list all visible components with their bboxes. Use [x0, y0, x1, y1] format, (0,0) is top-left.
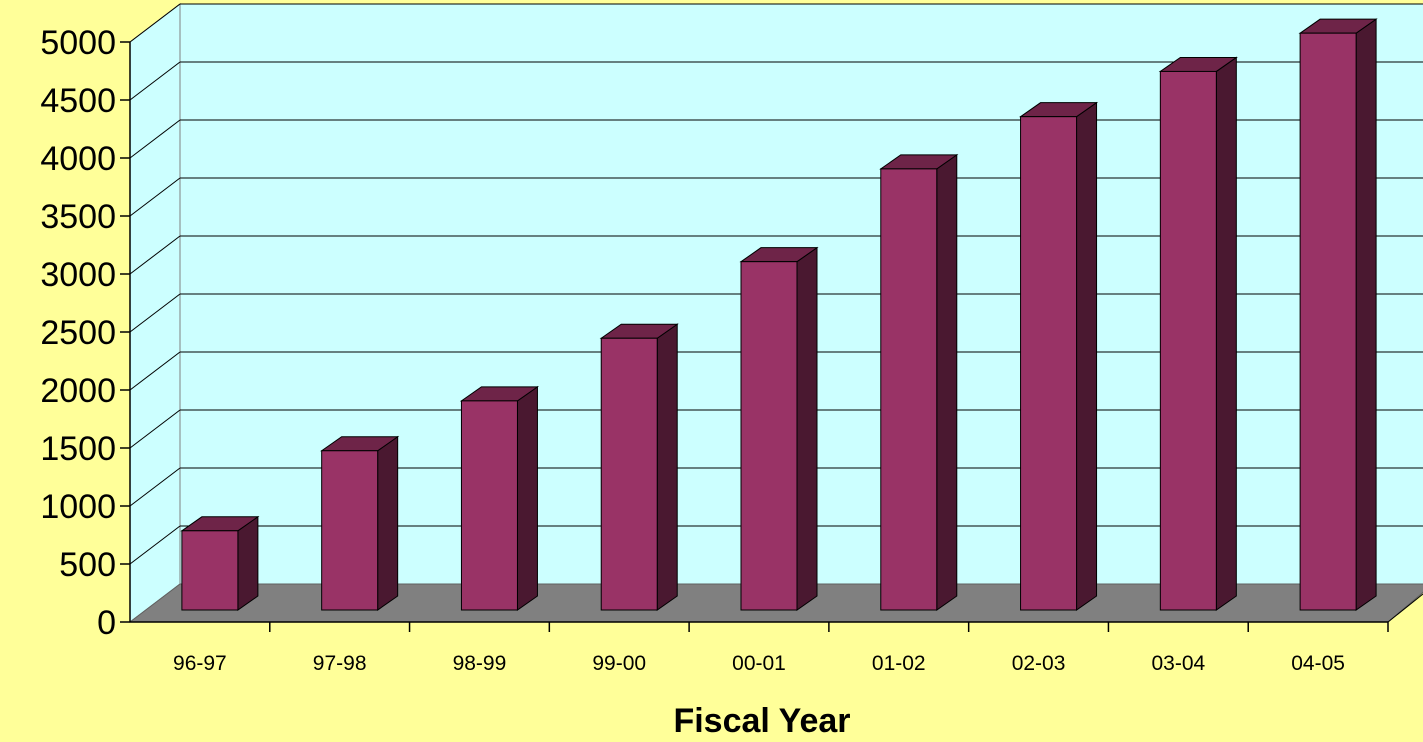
bar-front: [1299, 32, 1357, 611]
bar-side: [1355, 18, 1377, 611]
gridline-side: [129, 3, 181, 43]
bar-side: [377, 435, 399, 611]
bar: [599, 323, 679, 611]
bar: [320, 435, 400, 611]
y-tick-labels: 0 500 1000 1500 2000 2500 3000 3500 4000 4500 5000: [40, 24, 116, 642]
x-tick-label: 99-00: [592, 652, 646, 675]
y-tick-label: 3000: [40, 256, 116, 294]
gridline-side: [129, 409, 181, 449]
x-axis-title: Fiscal Year: [673, 702, 850, 740]
bar-front: [880, 168, 938, 611]
bar-front: [321, 450, 379, 611]
bar: [459, 385, 540, 611]
bar-side: [1215, 56, 1237, 611]
bar-side: [796, 246, 818, 611]
y-tick-label: 2500: [40, 314, 116, 352]
bar-side: [516, 385, 538, 611]
bar: [1018, 101, 1099, 611]
bar: [1158, 56, 1238, 611]
y-tick-label: 0: [97, 604, 116, 642]
y-tick-label: 500: [59, 546, 116, 584]
bar-side: [237, 515, 259, 611]
gridline-side: [129, 61, 181, 101]
bar: [180, 515, 260, 611]
x-tick-label: 02-03: [1012, 652, 1066, 675]
x-tick-label: 03-04: [1151, 652, 1205, 675]
gridline-side: [129, 119, 181, 159]
y-tick-label: 4000: [40, 140, 116, 178]
bar-front: [460, 400, 518, 611]
y-tick-label: 5000: [40, 24, 116, 62]
x-axis-depth-line: [1387, 593, 1423, 623]
gridline-side: [129, 525, 181, 565]
x-tick-label: 00-01: [732, 652, 786, 675]
gridline-side: [129, 351, 181, 391]
bar-front: [1159, 70, 1217, 611]
y-tick-label: 1500: [40, 430, 116, 468]
y-tick-label: 1000: [40, 488, 116, 526]
bar-front: [181, 530, 239, 611]
bar-side: [1076, 101, 1098, 611]
y-tick-label: 4500: [40, 82, 116, 120]
gridline-side: [129, 467, 181, 507]
x-tick-label: 04-05: [1291, 652, 1345, 675]
bar: [879, 153, 959, 611]
bar: [739, 246, 819, 611]
x-tick-label: 97-98: [313, 652, 367, 675]
bars: [180, 18, 1378, 611]
bar-front: [740, 261, 798, 611]
bar-front: [1020, 116, 1078, 611]
gridline-side: [129, 177, 181, 217]
y-tick-label: 2000: [40, 372, 116, 410]
bar-side: [656, 323, 678, 611]
x-tick-label: 01-02: [872, 652, 926, 675]
gridline-side: [129, 293, 181, 333]
bar-side: [936, 153, 958, 611]
axes: [120, 41, 1423, 632]
y-tick-label: 3500: [40, 198, 116, 236]
x-tick-label: 96-97: [173, 652, 227, 675]
bar-front: [600, 337, 658, 611]
x-tick-label: 98-99: [453, 652, 507, 675]
gridline-side: [129, 235, 181, 275]
x-tick-labels: 96-97 97-98 98-99 99-00 00-01 01-02 02-03 03-04…: [173, 652, 1345, 675]
bar: [1298, 18, 1378, 611]
